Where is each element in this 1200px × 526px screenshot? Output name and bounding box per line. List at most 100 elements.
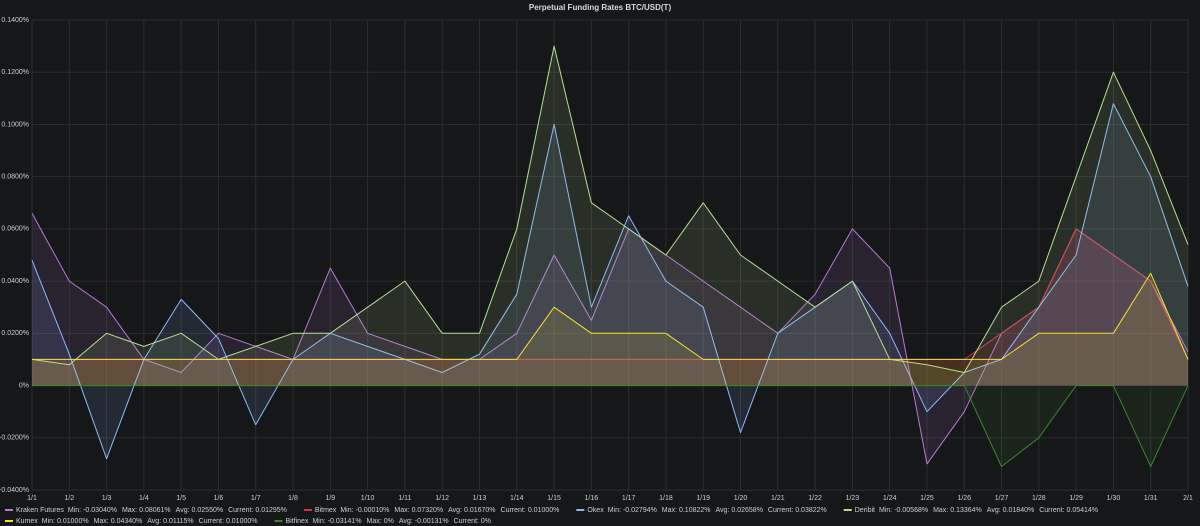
legend-stat-label: Min: [340, 507, 353, 514]
legend-stat-value: 0.01840% [1003, 507, 1035, 514]
legend-stat-label: Current: [501, 507, 526, 514]
x-tick-label: 1/30 [1107, 495, 1121, 502]
series-line [31, 45, 1189, 373]
x-tick-label: 1/6 [214, 495, 224, 502]
x-tick-label: 1/20 [734, 495, 748, 502]
x-tick-label: 1/15 [547, 495, 561, 502]
series-area [32, 46, 1188, 386]
series-line [31, 103, 1189, 460]
legend-stat-value: 0.01000% [57, 518, 89, 525]
x-tick-label: 1/8 [288, 495, 298, 502]
legend-stat-value: 0.03822% [795, 507, 827, 514]
x-tick-label: 1/17 [622, 495, 636, 502]
legend-stat-value: 0.10822% [679, 507, 711, 514]
y-tick-label: 0.0600% [1, 226, 29, 233]
legend-stat-label: Min: [879, 507, 892, 514]
x-tick-label: 1/11 [398, 495, 411, 502]
legend-item: Deribit Min: -0.00568% Max: 0.13364% Avg: 0.01… [843, 507, 1099, 514]
x-tick-label: 1/24 [883, 495, 897, 502]
legend-stat-label: Min: [312, 518, 325, 525]
legend-stat-value: -0.03040% [83, 507, 117, 514]
legend-stat-label: Max: [662, 507, 677, 514]
legend-stat-value: -0.00131% [415, 518, 449, 525]
legend-stat-value: -0.00568% [894, 507, 928, 514]
series-line [31, 212, 1189, 465]
x-tick-label: 1/5 [176, 495, 186, 502]
y-tick-label: 0.0400% [1, 278, 29, 285]
legend-stat-value: 0.08061% [139, 507, 171, 514]
x-tick-label: 1/26 [957, 495, 971, 502]
legend-name: Kraken Futures [16, 507, 64, 514]
y-tick-label: -0.0400% [0, 487, 29, 494]
x-tick-label: 1/9 [325, 495, 335, 502]
x-tick-label: 1/2 [64, 495, 74, 502]
legend-stat-value: 0.01115% [163, 518, 194, 525]
legend-stat-value: 0.02550% [192, 507, 224, 514]
x-tick-label: 1/1 [27, 495, 37, 502]
y-tick-label: 0.0200% [1, 330, 29, 337]
legend-stat-label: Current: [454, 518, 479, 525]
y-tick-label: 0.0800% [1, 174, 29, 181]
x-tick-label: 1/4 [139, 495, 149, 502]
legend-stat-label: Avg: [716, 507, 730, 514]
x-tick-label: 1/16 [585, 495, 599, 502]
legend-stat-label: Current: [1039, 507, 1064, 514]
x-tick-label: 1/14 [510, 495, 524, 502]
series-line [32, 272, 1189, 360]
series-area [32, 228, 1188, 386]
legend-name: Bitfinex [285, 518, 308, 525]
x-tick-label: 1/10 [361, 495, 375, 502]
legend-stat-value: 0% [481, 518, 491, 525]
legend-stat-label: Avg: [176, 507, 190, 514]
x-tick-label: 1/21 [771, 495, 785, 502]
legend-name: Bitmex [315, 507, 337, 514]
legend-stat-label: Avg: [399, 518, 413, 525]
legend-stat-label: Avg: [987, 507, 1001, 514]
legend-name: Kumex [16, 518, 38, 525]
legend-stat-value: 0.01000% [528, 507, 560, 514]
legend-stat-label: Max: [122, 507, 137, 514]
legend-stat-value: 0.13364% [950, 507, 982, 514]
chart-title: Perpetual Funding Rates BTC/USD(T) [529, 3, 672, 12]
legend-stat-value: 0.07320% [412, 507, 444, 514]
series-area [32, 213, 1188, 464]
legend-stat-value: -0.02794% [623, 507, 657, 514]
legend-stat-label: Current: [199, 518, 224, 525]
legend-item: Kumex Min: 0.01000% Max: 0.04340% Avg: 0.01115… [5, 518, 257, 525]
legend-stat-label: Current: [768, 507, 793, 514]
legend-stat-value: 0.02658% [731, 507, 763, 514]
legend-stat-label: Current: [228, 507, 253, 514]
x-tick-label: 1/22 [808, 495, 822, 502]
legend-stat-label: Max: [394, 507, 409, 514]
y-tick-label: 0% [19, 382, 29, 389]
y-tick-label: 0.1400% [1, 17, 29, 24]
legend-stat-value: 0.04340% [111, 518, 143, 525]
legend-name: Okex [587, 507, 604, 514]
series-area [32, 103, 1188, 459]
x-tick-label: 1/19 [696, 495, 710, 502]
legend-item: Okex Min: -0.02794% Max: 0.10822% Avg: 0.02658… [576, 507, 827, 514]
legend-stat-value: -0.03141% [328, 518, 362, 525]
legend-stat-label: Min: [68, 507, 81, 514]
legend-name: Deribit [855, 507, 875, 514]
x-tick-label: 1/12 [435, 495, 449, 502]
series-line [32, 385, 1189, 467]
x-tick-label: 1/27 [995, 495, 1009, 502]
legend-stat-label: Avg: [448, 507, 462, 514]
x-tick-label: 1/28 [1032, 495, 1046, 502]
x-tick-label: 1/7 [251, 495, 261, 502]
x-tick-label: 1/29 [1069, 495, 1083, 502]
legend-stat-value: 0% [384, 518, 394, 525]
legend-stat-label: Max: [367, 518, 382, 525]
legend-stat-value: 0.01295% [255, 507, 287, 514]
y-tick-label: 0.1000% [1, 121, 29, 128]
x-tick-label: 2/1 [1183, 495, 1193, 502]
legend-stat-label: Min: [42, 518, 55, 525]
legend-stat-value: 0.05414% [1067, 507, 1099, 514]
legend-stat-value: -0.00010% [356, 507, 390, 514]
x-tick-label: 1/25 [920, 495, 934, 502]
y-tick-label: -0.0200% [0, 435, 29, 442]
x-tick-label: 1/3 [102, 495, 112, 502]
